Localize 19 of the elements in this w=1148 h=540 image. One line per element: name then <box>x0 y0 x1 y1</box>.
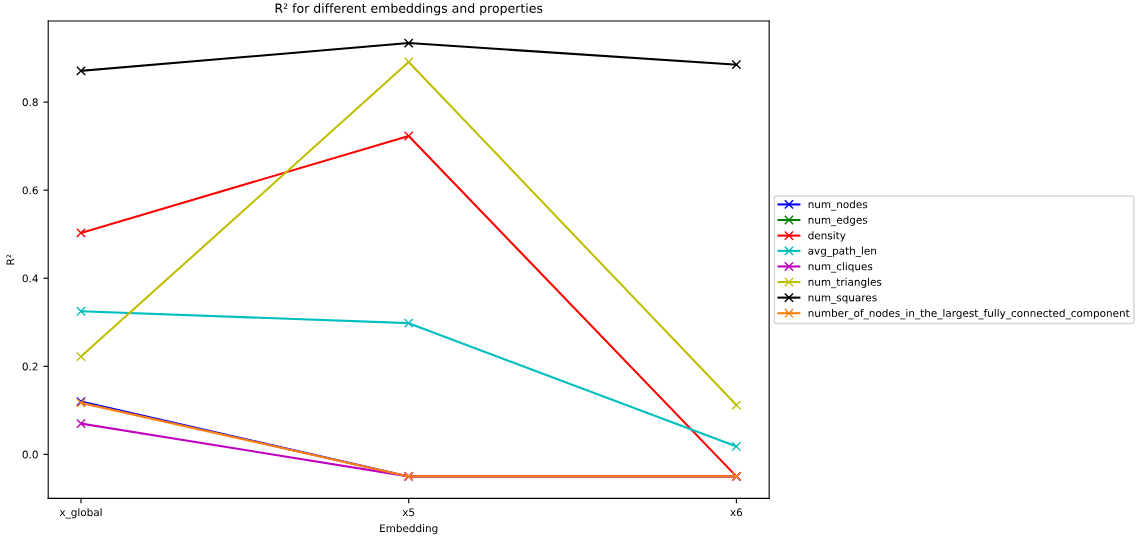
legend-label: num_squares <box>808 295 877 304</box>
legend-label: avg_path_len <box>808 246 876 257</box>
y-tick-label: 0.8 <box>22 98 38 107</box>
y-tick-label: 0.2 <box>22 362 38 371</box>
y-tick-label: 0.6 <box>22 186 38 195</box>
y-axis-title: R² <box>6 254 15 265</box>
x-tick-label: x6 <box>730 508 743 517</box>
legend-label: num_edges <box>808 215 868 227</box>
legend-label: num_triangles <box>808 277 882 289</box>
y-tick-label: 0.4 <box>22 274 38 283</box>
chart-title: R² for different embeddings and properties <box>275 3 543 16</box>
y-tick-label: 0.0 <box>22 450 38 459</box>
legend-label: num_cliques <box>808 262 873 273</box>
x-axis-title: Embedding <box>380 524 438 535</box>
x-tick-label: x5 <box>402 508 415 517</box>
legend-label: num_nodes <box>808 200 868 211</box>
legend-label: density <box>808 231 846 242</box>
legend-label: number_of_nodes_in_the_largest_fully_connected_component <box>808 308 1130 320</box>
x-tick-label: x_global <box>59 508 102 519</box>
